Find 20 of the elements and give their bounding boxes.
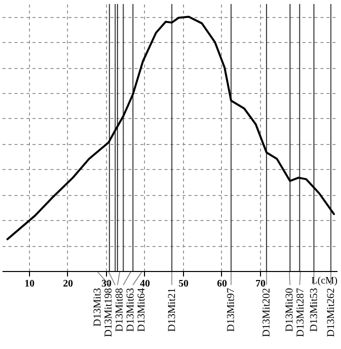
- x-tick-label: 20: [62, 278, 73, 290]
- ref-line-label: D13Mit30: [284, 288, 296, 332]
- ref-line-label: D13Mit53: [308, 288, 320, 332]
- ref-line-label: D13Mit88: [114, 288, 126, 332]
- ref-line-label: D13Mit202: [262, 288, 273, 338]
- x-tick-label: 60: [216, 278, 227, 290]
- x-tick-label: 30: [101, 278, 112, 290]
- x-tick-label: 40: [140, 278, 150, 290]
- ref-line-label: D13Mit21: [166, 288, 178, 332]
- ref-line-label: D13Mit287: [295, 288, 306, 338]
- ref-line-label: D13Mit64: [136, 287, 148, 332]
- ref-line-label: D13Mit262: [326, 288, 337, 338]
- ref-line-label: D13Mit63: [126, 288, 137, 332]
- x-tick-label: 50: [178, 278, 188, 290]
- x-tick-label: 10: [24, 278, 34, 290]
- x-tick-label: 70: [255, 278, 266, 290]
- ref-line-label: D13Mit3: [92, 288, 104, 327]
- ref-line-label: D13Mit97: [226, 288, 238, 332]
- x-axis-title: L(cM): [311, 276, 338, 286]
- ref-line-label: D13Mit198: [104, 288, 115, 338]
